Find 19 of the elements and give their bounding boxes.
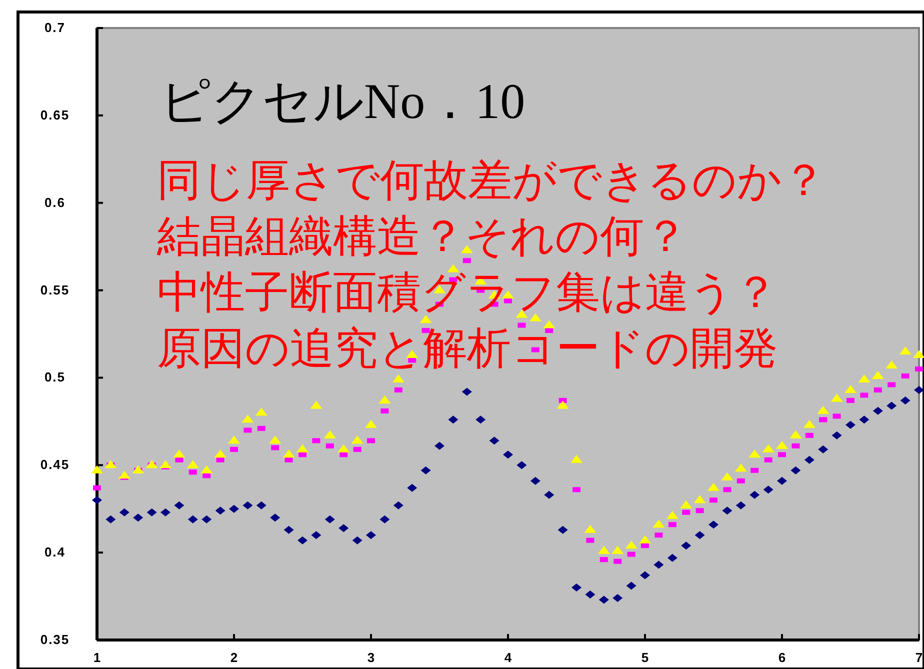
- annotation: 結晶組織構造？それの何？: [156, 212, 688, 261]
- y-tick-label: 0.4: [44, 544, 66, 560]
- y-tick-label: 0.45: [40, 457, 70, 472]
- y-tick-label: 0.55: [40, 282, 70, 298]
- x-tick-label: 1: [93, 650, 101, 665]
- text: ピクセルNo．10: [160, 73, 526, 129]
- y-tick-label: 0.35: [40, 632, 70, 647]
- x-tick-label: 3: [367, 650, 375, 665]
- annotation: 原因の追究と解析コードの開発: [157, 324, 778, 373]
- x-tick-label: 4: [504, 650, 512, 665]
- y-tick-label: 0.6: [44, 194, 66, 210]
- x-tick-label: 7: [915, 650, 923, 665]
- annotation: 同じ厚さで何故差ができるのか？: [157, 156, 826, 205]
- x-tick-label: 2: [230, 650, 238, 665]
- y-tick-label: 0.5: [44, 370, 66, 385]
- x-tick-label: 5: [641, 650, 649, 665]
- y-tick-label: 0.65: [40, 107, 70, 122]
- y-tick-label: 0.7: [44, 20, 66, 35]
- x-tick-label: 6: [778, 650, 786, 665]
